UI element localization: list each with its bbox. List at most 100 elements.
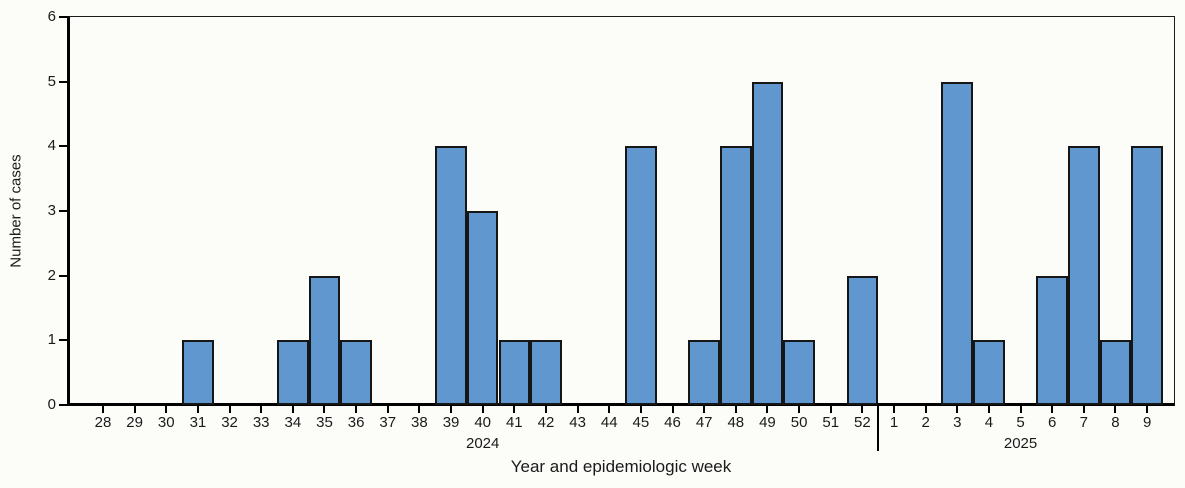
x-axis-tick <box>861 406 864 413</box>
x-axis-tick <box>924 406 927 413</box>
bar-week-2024-45 <box>625 146 657 405</box>
x-axis-tick <box>260 406 263 413</box>
bar-week-2024-35 <box>308 275 341 405</box>
bar-week-2024-42 <box>530 340 562 405</box>
x-tick-label-week-2024-51: 51 <box>822 414 840 431</box>
x-axis-tick <box>639 406 642 413</box>
bar-week-2024-41 <box>498 340 531 405</box>
y-axis-tick <box>59 210 68 212</box>
bar-week-2024-47 <box>688 340 720 405</box>
x-axis-tick <box>450 406 453 413</box>
x-tick-label-week-2025-9: 9 <box>1142 414 1152 431</box>
x-axis-tick <box>1082 406 1085 413</box>
x-axis-tick <box>576 406 579 413</box>
plot-area <box>67 16 1175 406</box>
x-tick-label-week-2024-45: 45 <box>632 414 650 431</box>
x-axis-tick <box>323 406 326 413</box>
bar-week-2024-31 <box>182 340 214 405</box>
bar-week-2024-49 <box>751 81 784 405</box>
x-axis-tick <box>734 406 737 413</box>
x-axis-tick <box>165 406 168 413</box>
x-tick-label-week-2024-41: 41 <box>505 414 523 431</box>
x-axis-tick <box>671 406 674 413</box>
x-tick-label-week-2025-5: 5 <box>1016 414 1025 431</box>
x-tick-label-week-2025-4: 4 <box>984 414 994 431</box>
x-tick-label-week-2024-47: 47 <box>695 414 713 431</box>
x-tick-label-week-2024-40: 40 <box>474 414 492 431</box>
bar-week-2025-3 <box>941 81 974 405</box>
x-axis-tick <box>481 406 484 413</box>
x-axis-tick <box>133 406 136 413</box>
x-tick-label-week-2024-43: 43 <box>569 414 586 431</box>
y-axis-tick <box>59 274 68 277</box>
bar-week-2024-39 <box>435 146 467 405</box>
y-axis-tick <box>59 145 68 148</box>
x-axis-tick <box>544 406 547 413</box>
x-tick-label-week-2025-3: 3 <box>953 414 962 431</box>
x-tick-label-week-2024-30: 30 <box>157 414 175 431</box>
y-tick-label-4: 4 <box>47 137 56 155</box>
x-axis-tick <box>1051 406 1054 413</box>
x-axis-tick <box>196 406 199 413</box>
x-tick-label-week-2024-35: 35 <box>316 414 333 431</box>
x-tick-label-week-2024-28: 28 <box>94 414 112 431</box>
x-axis-tick <box>513 406 516 413</box>
x-axis-tick <box>1146 406 1149 413</box>
x-tick-label-week-2024-33: 33 <box>252 414 270 431</box>
y-axis-tick <box>59 80 68 83</box>
y-tick-label-5: 5 <box>47 72 56 90</box>
x-axis-tick <box>418 406 421 413</box>
x-tick-label-week-2024-50: 50 <box>790 414 808 431</box>
x-axis-tick <box>703 406 706 413</box>
x-tick-label-week-2025-8: 8 <box>1111 414 1120 431</box>
bar-week-2025-8 <box>1099 340 1132 405</box>
x-axis-tick <box>987 406 990 413</box>
bar-week-2024-34 <box>277 340 309 405</box>
year-divider-line <box>877 403 880 451</box>
bar-week-2024-48 <box>719 146 752 405</box>
y-axis-tick <box>59 339 68 342</box>
x-axis-tick <box>355 406 358 413</box>
x-tick-label-week-2025-2: 2 <box>921 414 930 431</box>
y-tick-label-6: 6 <box>47 8 56 25</box>
bar-week-2024-50 <box>783 340 815 405</box>
x-axis-tick <box>893 406 895 413</box>
x-tick-label-week-2024-37: 37 <box>379 414 397 431</box>
y-tick-label-2: 2 <box>47 266 56 284</box>
bar-week-2024-52 <box>846 275 879 405</box>
y-tick-label-0: 0 <box>47 396 56 413</box>
bar-week-2025-4 <box>973 340 1005 405</box>
x-tick-label-week-2024-39: 39 <box>442 414 460 431</box>
x-axis-tick <box>291 406 294 413</box>
x-axis-tick <box>798 406 801 413</box>
x-axis-tick <box>1019 406 1022 413</box>
y-axis-tick <box>59 404 68 406</box>
x-axis-title: Year and epidemiologic week <box>510 457 732 476</box>
x-axis-tick <box>102 406 104 413</box>
bar-week-2025-6 <box>1036 275 1068 405</box>
x-tick-label-week-2024-46: 46 <box>664 414 681 431</box>
x-axis-tick <box>608 406 611 413</box>
x-axis-tick <box>228 406 231 413</box>
x-tick-label-week-2024-29: 29 <box>126 414 143 431</box>
x-tick-label-week-2024-38: 38 <box>411 414 428 431</box>
x-tick-label-week-2024-49: 49 <box>759 414 776 431</box>
bar-week-2024-36 <box>340 340 372 405</box>
x-tick-label-week-2024-48: 48 <box>727 414 745 431</box>
x-axis-tick <box>956 406 959 413</box>
year-label-2025: 2025 <box>1003 435 1038 452</box>
y-axis-tick <box>59 16 68 18</box>
bar-week-2025-9 <box>1131 146 1163 405</box>
bar-week-2025-7 <box>1068 146 1100 405</box>
x-tick-label-week-2024-36: 36 <box>347 414 365 431</box>
x-tick-label-week-2024-52: 52 <box>854 414 871 431</box>
x-tick-label-week-2024-31: 31 <box>189 414 207 431</box>
year-label-2024: 2024 <box>465 435 500 452</box>
y-tick-label-3: 3 <box>47 202 56 219</box>
x-tick-label-week-2024-32: 32 <box>221 414 238 431</box>
x-axis-tick <box>829 406 832 413</box>
x-tick-label-week-2025-7: 7 <box>1079 414 1088 431</box>
x-tick-label-week-2024-44: 44 <box>600 414 618 431</box>
x-tick-label-week-2024-34: 34 <box>284 414 302 431</box>
